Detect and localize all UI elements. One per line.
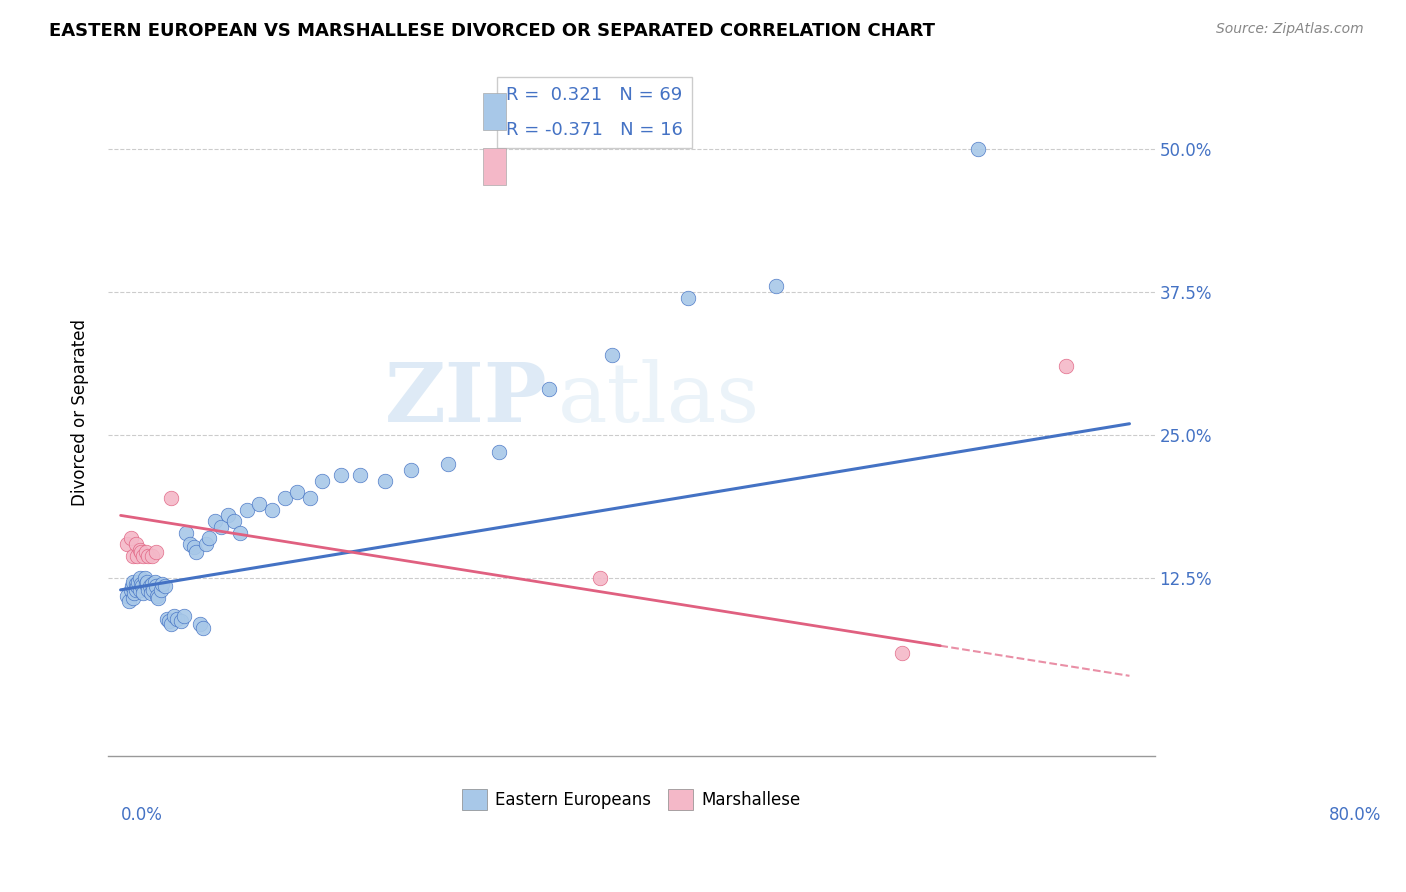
Point — [128, 582, 150, 597]
Point — [967, 142, 990, 156]
Point — [122, 591, 145, 605]
Point — [186, 545, 208, 559]
Point — [162, 609, 184, 624]
Point — [115, 589, 138, 603]
Point — [188, 617, 211, 632]
Point — [127, 574, 149, 589]
Point — [173, 609, 195, 624]
Point — [132, 549, 155, 563]
Point — [437, 457, 460, 471]
Point — [120, 582, 142, 597]
Point — [217, 508, 239, 523]
Point — [195, 537, 218, 551]
Point — [179, 537, 201, 551]
Point — [145, 579, 167, 593]
Point — [146, 589, 169, 603]
Text: ZIP: ZIP — [385, 359, 547, 439]
Point — [589, 571, 612, 585]
Point — [191, 621, 214, 635]
Point — [676, 291, 699, 305]
FancyBboxPatch shape — [482, 147, 506, 186]
Point — [260, 502, 283, 516]
Point — [170, 614, 193, 628]
Point — [285, 485, 308, 500]
Point — [135, 577, 157, 591]
Point — [132, 586, 155, 600]
Point — [143, 574, 166, 589]
Point — [488, 445, 510, 459]
Point — [120, 531, 142, 545]
Point — [150, 577, 173, 591]
Point — [235, 502, 257, 516]
Point — [141, 549, 163, 563]
Point — [138, 549, 160, 563]
Point — [160, 617, 183, 632]
Text: atlas: atlas — [558, 359, 761, 439]
Point — [765, 279, 787, 293]
Point — [118, 594, 141, 608]
Point — [166, 611, 188, 625]
Point — [891, 646, 914, 660]
Point — [141, 577, 163, 591]
Point — [538, 382, 561, 396]
Point — [125, 579, 148, 593]
Point — [148, 591, 170, 605]
Point — [139, 586, 162, 600]
Point — [125, 537, 148, 551]
Point — [138, 579, 160, 593]
Text: 0.0%: 0.0% — [121, 805, 163, 823]
Point — [157, 614, 180, 628]
Point — [174, 525, 197, 540]
Point — [399, 462, 422, 476]
Point — [145, 545, 167, 559]
Point — [129, 545, 152, 559]
Point — [134, 571, 156, 585]
Point — [160, 491, 183, 506]
Point — [229, 525, 252, 540]
Point — [198, 531, 221, 545]
Text: Source: ZipAtlas.com: Source: ZipAtlas.com — [1216, 22, 1364, 37]
Point — [121, 579, 143, 593]
Point — [247, 497, 270, 511]
FancyBboxPatch shape — [482, 93, 506, 130]
Y-axis label: Divorced or Separated: Divorced or Separated — [72, 318, 89, 506]
Point — [125, 549, 148, 563]
Point — [204, 514, 226, 528]
Point — [183, 541, 205, 555]
Legend: Eastern Europeans, Marshallese: Eastern Europeans, Marshallese — [456, 783, 807, 816]
Point — [211, 520, 233, 534]
Point — [349, 468, 371, 483]
Point — [330, 468, 353, 483]
Text: EASTERN EUROPEAN VS MARSHALLESE DIVORCED OR SEPARATED CORRELATION CHART: EASTERN EUROPEAN VS MARSHALLESE DIVORCED… — [49, 22, 935, 40]
Point — [149, 582, 172, 597]
Point — [122, 574, 145, 589]
Point — [273, 491, 295, 506]
Point — [298, 491, 321, 506]
Point — [142, 582, 165, 597]
Point — [124, 586, 146, 600]
Point — [602, 348, 624, 362]
Point — [374, 474, 396, 488]
Point — [128, 542, 150, 557]
Point — [128, 571, 150, 585]
Point — [122, 549, 145, 563]
Point — [138, 582, 160, 597]
Point — [125, 582, 148, 597]
Point — [311, 474, 333, 488]
Point — [125, 577, 148, 591]
Point — [136, 574, 159, 589]
Point — [135, 545, 157, 559]
Text: 80.0%: 80.0% — [1329, 805, 1382, 823]
Point — [1054, 359, 1077, 374]
Point — [115, 537, 138, 551]
Point — [153, 579, 176, 593]
Text: R =  0.321   N = 69
R = -0.371   N = 16: R = 0.321 N = 69 R = -0.371 N = 16 — [506, 86, 682, 138]
Point — [156, 611, 179, 625]
Point — [131, 579, 153, 593]
Point — [222, 514, 245, 528]
Point — [129, 577, 152, 591]
